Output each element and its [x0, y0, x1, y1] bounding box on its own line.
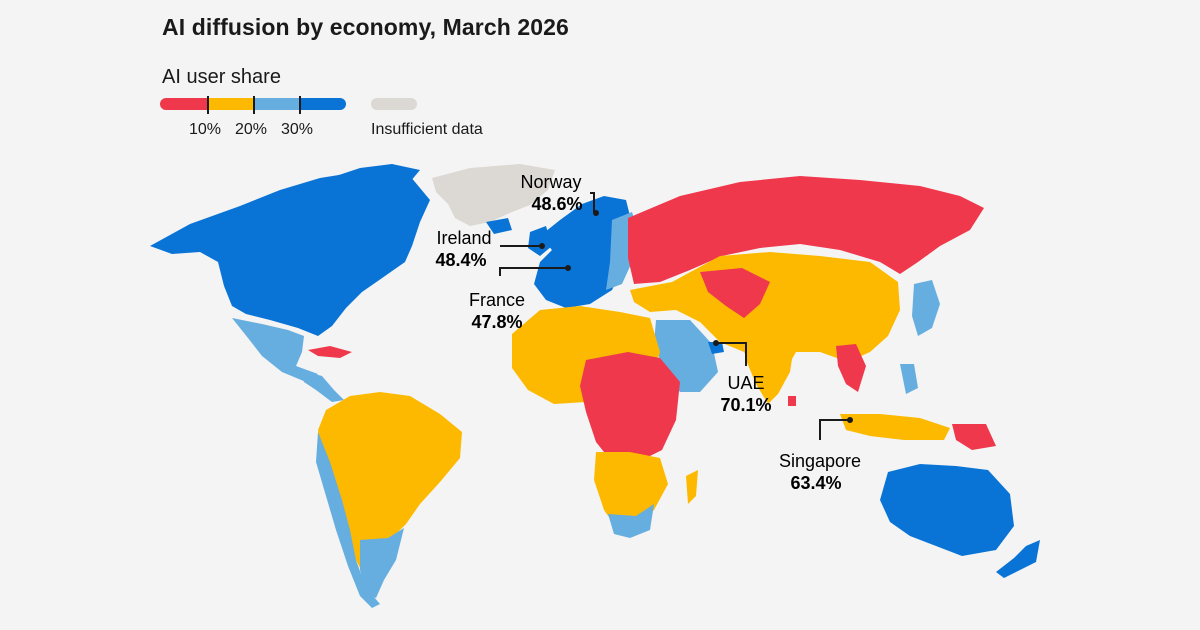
- legend-swatch-no-data: [371, 98, 417, 110]
- uae-region: [708, 342, 724, 354]
- asia-region: [630, 252, 900, 396]
- uae-leader-line: [718, 342, 747, 366]
- arctic-islands-region: [330, 164, 420, 188]
- indonesia-region: [840, 414, 950, 440]
- southeast-asia-region: [836, 344, 866, 392]
- legend-tick-20: [253, 96, 255, 114]
- central-america-region: [300, 370, 344, 402]
- singapore-value: 63.4%: [790, 473, 841, 493]
- legend-tick-10: [207, 96, 209, 114]
- legend-color-scale: [160, 96, 346, 114]
- singapore-dot: [847, 417, 853, 423]
- france-label: France: [469, 290, 525, 310]
- central-asia-low-region: [700, 268, 770, 318]
- ireland-value: 48.4%: [435, 250, 486, 270]
- papua-new-guinea-region: [952, 424, 996, 450]
- ireland-dot: [539, 243, 545, 249]
- uk-ireland-region: [528, 226, 552, 256]
- norway-dot: [593, 210, 599, 216]
- legend-swatch-under-10: [160, 98, 208, 110]
- legend-tick-label-30: 30%: [281, 121, 314, 138]
- france-value: 47.8%: [471, 312, 522, 332]
- legend-title: AI user share: [162, 66, 281, 88]
- norway-value: 48.6%: [531, 194, 582, 214]
- callout-leader-lines: [499, 192, 848, 440]
- norway-leader-line: [590, 192, 595, 212]
- cuba-region: [308, 346, 352, 358]
- mexico-region: [232, 318, 318, 382]
- norway-label: Norway: [520, 172, 581, 192]
- sri-lanka-region: [788, 396, 796, 406]
- callout-dots: [539, 210, 853, 423]
- legend-swatch-10-20: [208, 98, 254, 110]
- new-zealand-region: [996, 540, 1040, 578]
- greenland-region: [432, 164, 555, 226]
- legend-tick-label-20: 20%: [235, 121, 268, 138]
- south-america-region: [318, 392, 462, 568]
- legend-swatch-over-30: [300, 98, 346, 110]
- russia-region: [628, 176, 984, 284]
- legend-tick-label-10: 10%: [189, 121, 222, 138]
- andes-west-region: [316, 432, 380, 608]
- japan-region: [912, 280, 940, 336]
- ireland-label: Ireland: [436, 228, 491, 248]
- legend-no-data-label: Insufficient data: [371, 121, 483, 138]
- france-dot: [565, 265, 571, 271]
- south-africa-region: [608, 504, 654, 538]
- chart-title: AI diffusion by economy, March 2026: [162, 14, 569, 40]
- southern-cone-region: [360, 528, 404, 598]
- north-america-region: [150, 170, 430, 336]
- india-region: [744, 330, 794, 404]
- iceland-region: [486, 218, 512, 234]
- philippines-region: [900, 364, 918, 394]
- australia-region: [880, 464, 1014, 556]
- singapore-leader-line: [819, 419, 848, 440]
- uae-label: UAE: [727, 373, 764, 393]
- uae-value: 70.1%: [720, 395, 771, 415]
- france-leader-line: [499, 267, 566, 276]
- madagascar-region: [686, 470, 698, 504]
- uae-dot: [713, 340, 719, 346]
- singapore-label: Singapore: [779, 451, 861, 471]
- legend-swatch-20-30: [254, 98, 300, 110]
- legend-tick-30: [299, 96, 301, 114]
- africa-central-region: [580, 352, 680, 462]
